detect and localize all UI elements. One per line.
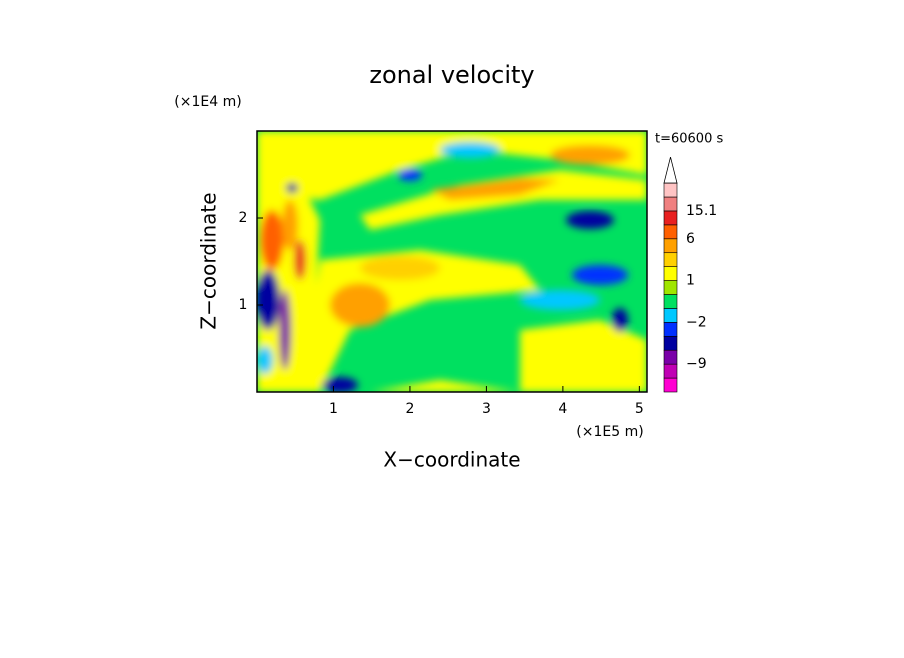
colorbar-swatch [663, 349, 678, 365]
colorbar-swatch [663, 377, 678, 393]
colorbar-label: 1 [686, 273, 695, 289]
x-tick-label: 3 [482, 401, 491, 417]
colorbar-swatch [663, 363, 678, 379]
colorbar-extend [663, 156, 678, 184]
colorbar-label: 6 [686, 231, 695, 247]
colorbar-swatch [663, 224, 678, 240]
y-unit: (×1E4 m) [174, 94, 241, 110]
colorbar-swatch [663, 196, 678, 212]
colorbar-swatch [663, 182, 678, 198]
colorbar-label: −2 [686, 314, 707, 330]
x-axis-label: X−coordinate [383, 448, 520, 472]
colorbar-swatch [663, 266, 678, 281]
colorbar-swatch [663, 335, 678, 351]
plot-frame [256, 130, 648, 393]
colorbar-swatch [663, 252, 678, 267]
x-tick-label: 5 [635, 401, 644, 417]
y-tick-label: 1 [239, 297, 248, 313]
colorbar-swatch [663, 308, 678, 323]
colorbar-label: 15.1 [686, 203, 717, 219]
contour-field [257, 131, 647, 392]
colorbar-swatch [663, 322, 678, 337]
chart-title: zonal velocity [369, 61, 534, 89]
x-unit: (×1E5 m) [576, 424, 643, 440]
y-tick-label: 2 [239, 210, 248, 226]
x-tick-label: 4 [558, 401, 567, 417]
colorbar-swatch [663, 294, 678, 309]
y-axis-label: Z−coordinate [197, 192, 221, 329]
x-tick-label: 1 [329, 401, 338, 417]
colorbar-swatch [663, 280, 678, 295]
colorbar-swatch [663, 238, 678, 254]
colorbar-swatch [663, 210, 678, 226]
x-tick-label: 2 [405, 401, 414, 417]
time-label: t=60600 s [655, 132, 723, 147]
colorbar-label: −9 [686, 356, 707, 372]
